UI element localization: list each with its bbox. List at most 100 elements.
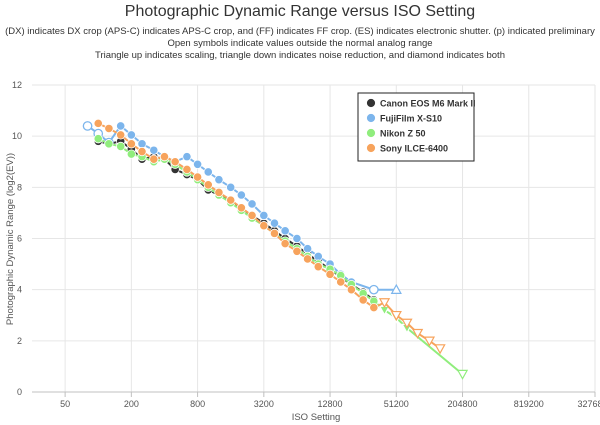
data-point bbox=[325, 269, 335, 279]
data-point bbox=[137, 139, 147, 149]
data-point bbox=[203, 180, 213, 190]
data-point bbox=[226, 195, 236, 205]
data-point bbox=[126, 149, 136, 159]
series-layer bbox=[82, 118, 469, 380]
chart-note-open-symbols: Open symbols indicate values outside the… bbox=[167, 38, 433, 49]
data-point bbox=[313, 262, 323, 272]
data-point bbox=[149, 154, 159, 164]
data-point bbox=[423, 336, 436, 347]
x-tick-label: 3276800 bbox=[577, 399, 600, 409]
data-point bbox=[247, 210, 257, 221]
x-tick-label: 204800 bbox=[448, 399, 478, 409]
x-tick-label: 3200 bbox=[254, 399, 274, 409]
data-point bbox=[292, 246, 302, 256]
data-point bbox=[390, 283, 402, 294]
data-point bbox=[358, 295, 368, 305]
legend-marker bbox=[366, 143, 376, 153]
data-point bbox=[401, 318, 413, 329]
data-point bbox=[192, 159, 203, 169]
data-point bbox=[336, 277, 346, 287]
y-tick-label: 2 bbox=[17, 336, 22, 346]
data-point bbox=[149, 145, 159, 155]
legend-label: Sony ILCE-6400 bbox=[380, 144, 448, 154]
y-axis-ticks: 0 2 4 6 8 10 12 bbox=[12, 80, 22, 397]
legend-item-fujifilm-x-s10[interactable]: FujiFilm X-S10 bbox=[366, 113, 443, 124]
data-point bbox=[434, 344, 446, 355]
data-point bbox=[203, 167, 213, 177]
data-point bbox=[82, 121, 93, 131]
data-point bbox=[269, 228, 280, 238]
data-point bbox=[369, 302, 379, 313]
data-point bbox=[93, 118, 103, 128]
x-tick-label: 800 bbox=[190, 399, 205, 409]
legend-label: FujiFilm X-S10 bbox=[380, 114, 442, 124]
data-point bbox=[104, 139, 114, 149]
legend[interactable]: Canon EOS M6 Mark II FujiFilm X-S10 Nikon … bbox=[357, 92, 476, 162]
data-point bbox=[390, 310, 402, 322]
data-point bbox=[116, 121, 126, 131]
data-point bbox=[456, 369, 469, 380]
data-point bbox=[259, 210, 269, 221]
y-axis-label: Photographic Dynamic Range (log2(EV)) bbox=[5, 153, 16, 325]
x-axis-ticks: 50 200 800 3200 12800 51200 204800 819200 327680… bbox=[60, 399, 600, 409]
x-axis-label: ISO Setting bbox=[292, 412, 341, 423]
data-point bbox=[116, 141, 126, 151]
y-tick-label: 0 bbox=[17, 387, 22, 397]
data-point bbox=[303, 244, 313, 254]
x-tick-label: 12800 bbox=[318, 399, 343, 409]
data-point bbox=[214, 175, 224, 185]
data-point bbox=[269, 218, 280, 228]
x-tick-label: 51200 bbox=[384, 399, 409, 409]
data-point bbox=[247, 199, 257, 209]
data-point bbox=[236, 190, 246, 200]
data-point bbox=[182, 152, 192, 162]
data-point bbox=[126, 139, 136, 149]
series-sony-ilce-6400 bbox=[93, 118, 446, 355]
data-point bbox=[159, 152, 170, 162]
data-point bbox=[104, 123, 114, 134]
x-tick-label: 200 bbox=[124, 399, 139, 409]
y-tick-label: 8 bbox=[17, 182, 22, 192]
data-point bbox=[192, 172, 203, 182]
y-tick-label: 6 bbox=[17, 234, 22, 244]
data-point bbox=[313, 251, 323, 262]
data-point bbox=[93, 134, 103, 144]
data-point bbox=[214, 187, 224, 198]
legend-label: Canon EOS M6 Mark II bbox=[380, 99, 476, 109]
data-point bbox=[292, 233, 302, 244]
y-tick-label: 12 bbox=[12, 80, 22, 90]
x-tick-label: 50 bbox=[60, 399, 70, 409]
x-tick-label: 819200 bbox=[514, 399, 544, 409]
data-point bbox=[116, 130, 126, 140]
series-nikon-z-50 bbox=[93, 134, 469, 380]
data-point bbox=[137, 146, 147, 157]
legend-item-canon-eos-m6-mark-ii[interactable]: Canon EOS M6 Mark II bbox=[366, 98, 476, 109]
data-point bbox=[411, 328, 424, 339]
legend-item-nikon-z-50[interactable]: Nikon Z 50 bbox=[366, 128, 426, 139]
chart-note-crop: (DX) indicates DX crop (APS-C) indicates… bbox=[5, 26, 595, 37]
data-point bbox=[259, 221, 269, 231]
data-point bbox=[378, 298, 391, 309]
legend-marker bbox=[366, 98, 376, 108]
data-point bbox=[368, 284, 379, 295]
data-point bbox=[126, 130, 136, 140]
data-point bbox=[280, 226, 290, 236]
data-point bbox=[182, 164, 192, 175]
chart-note-triangles: Triangle up indicates scaling, triangle … bbox=[95, 50, 505, 61]
chart-title: Photographic Dynamic Range versus ISO Se… bbox=[124, 3, 476, 20]
data-point bbox=[346, 285, 356, 295]
data-point bbox=[236, 203, 246, 213]
legend-item-sony-ilce-6400[interactable]: Sony ILCE-6400 bbox=[366, 143, 449, 154]
data-point bbox=[226, 182, 236, 192]
data-point bbox=[303, 254, 313, 264]
legend-label: Nikon Z 50 bbox=[380, 129, 426, 139]
y-tick-label: 4 bbox=[17, 285, 22, 295]
legend-box bbox=[357, 92, 475, 162]
legend-marker bbox=[366, 113, 376, 123]
data-point bbox=[170, 157, 180, 167]
series-line bbox=[97, 137, 464, 375]
y-tick-label: 10 bbox=[12, 131, 22, 141]
legend-marker bbox=[366, 128, 376, 138]
data-point bbox=[280, 239, 290, 249]
